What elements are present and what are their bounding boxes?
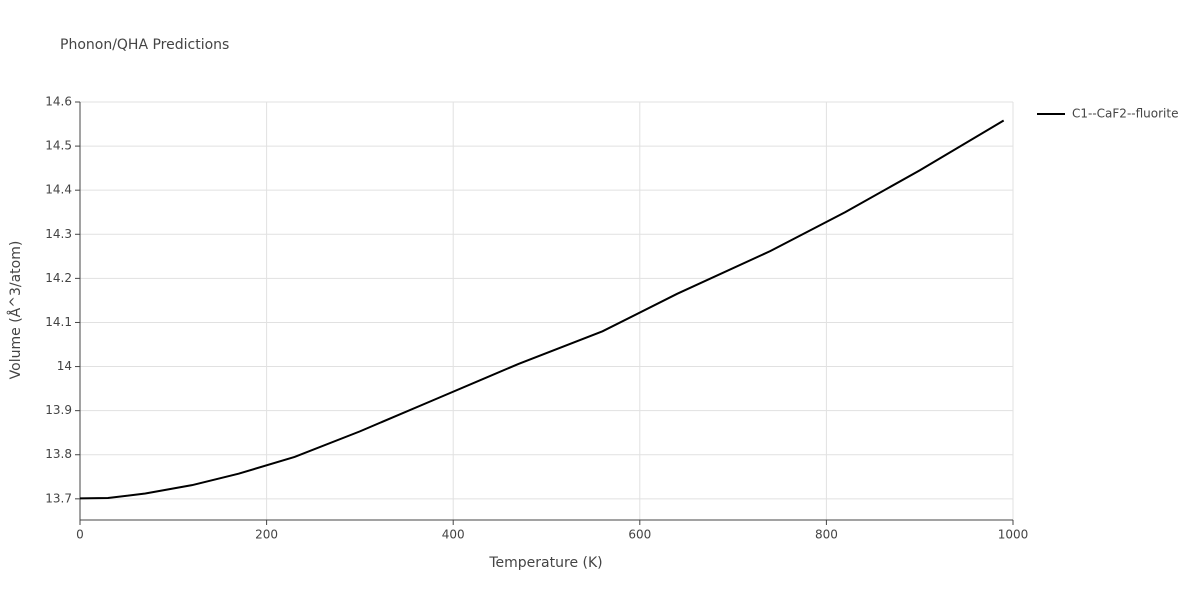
- line-series: [79, 119, 1005, 500]
- chart-title: Phonon/QHA Predictions: [60, 37, 229, 53]
- y-axis-label: Volume (Å^3/atom): [7, 241, 24, 380]
- y-tick-label: 13.8: [45, 447, 72, 461]
- y-tick-label: 14.2: [45, 271, 72, 285]
- x-tick-label: 600: [628, 528, 651, 542]
- legend-label: C1--CaF2--fluorite: [1072, 107, 1178, 121]
- x-tick-label: 0: [76, 528, 84, 542]
- y-tick-label: 14.6: [45, 95, 72, 109]
- x-axis-label: Temperature (K): [488, 555, 602, 571]
- y-tick-label: 14: [57, 359, 72, 373]
- x-tick-label: 200: [255, 528, 278, 542]
- y-tick-label: 14.1: [45, 315, 72, 329]
- x-tick-label: 1000: [998, 528, 1029, 542]
- x-tick-label: 400: [442, 528, 465, 542]
- y-tick-label: 14.3: [45, 227, 72, 241]
- y-tick-label: 13.7: [45, 491, 72, 505]
- y-tick-label: 13.9: [45, 403, 72, 417]
- x-tick-label: 800: [815, 528, 838, 542]
- y-tick-label: 14.5: [45, 139, 72, 153]
- y-tick-label: 14.4: [45, 183, 72, 197]
